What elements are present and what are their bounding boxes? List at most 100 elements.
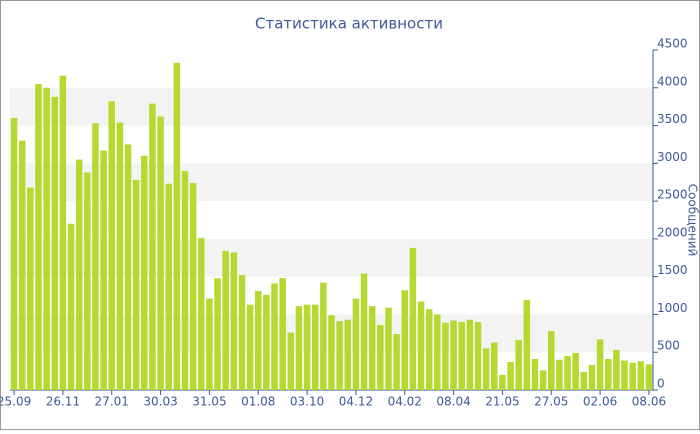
bar [311, 304, 319, 390]
bar [352, 298, 360, 390]
bar [613, 349, 620, 390]
x-tick-label: 27.05 [534, 395, 568, 409]
bar [491, 342, 498, 390]
y-tick-label: 1500 [657, 263, 688, 277]
bar [279, 278, 286, 390]
y-tick-label: 4000 [657, 74, 688, 88]
bar [27, 187, 34, 390]
bar [173, 62, 181, 390]
bar [84, 172, 91, 390]
bar [336, 321, 343, 390]
y-tick-label: 3500 [657, 112, 688, 126]
bar [409, 247, 417, 390]
bar [238, 275, 246, 390]
bar [141, 155, 148, 390]
bar [588, 365, 596, 390]
bar [531, 359, 539, 390]
x-tick-label: 25.09 [0, 395, 31, 409]
bar [629, 362, 636, 390]
bar [116, 122, 124, 391]
bar [604, 359, 612, 390]
bar [59, 75, 67, 390]
y-tick-label: 1000 [657, 301, 688, 315]
bar [165, 183, 172, 390]
bar [51, 96, 59, 390]
bar [556, 359, 563, 390]
x-tick-label: 26.11 [46, 395, 80, 409]
x-tick-label: 30.03 [143, 395, 177, 409]
bar [149, 103, 156, 391]
grid-band [10, 87, 653, 126]
bar [132, 179, 140, 390]
bar [10, 118, 18, 390]
bar [157, 116, 164, 390]
bar [320, 282, 327, 390]
bar [442, 322, 449, 390]
bar [499, 374, 506, 390]
bar [43, 87, 50, 391]
bar [18, 140, 26, 390]
bar [580, 371, 588, 390]
bar [425, 309, 433, 390]
bar [637, 361, 645, 390]
x-tick-label: 21.05 [485, 395, 519, 409]
y-tick-label: 3000 [657, 150, 688, 164]
bar [189, 182, 197, 390]
y-tick-label: 2500 [657, 188, 688, 202]
bar [515, 340, 522, 390]
x-tick-label: 02.06 [583, 395, 617, 409]
bar [482, 348, 490, 390]
y-axis-label: Сообщений [686, 184, 700, 257]
y-tick-label: 500 [657, 339, 680, 353]
bar [328, 315, 335, 390]
bar [263, 294, 270, 390]
bar [214, 278, 221, 390]
bar [645, 364, 653, 390]
bar [303, 304, 311, 390]
bar [35, 84, 42, 390]
bar [108, 101, 115, 390]
bar [222, 250, 229, 390]
bar [124, 144, 132, 390]
bar [458, 322, 465, 390]
bar [75, 159, 83, 390]
bar [417, 301, 425, 390]
bar [230, 252, 238, 390]
x-tick-label: 03.10 [290, 395, 324, 409]
bar [621, 360, 628, 390]
x-tick-label: 04.12 [339, 395, 373, 409]
bar [548, 331, 555, 390]
x-tick-label: 08.06 [632, 395, 666, 409]
y-tick-label: 4500 [657, 37, 688, 51]
x-tick-label: 08.04 [436, 395, 470, 409]
bar [368, 306, 376, 390]
bar [92, 123, 99, 391]
bar [295, 306, 303, 390]
bar [393, 334, 400, 390]
bar [401, 290, 409, 390]
bar [474, 322, 482, 390]
bar [100, 150, 107, 390]
x-tick-label: 27.01 [95, 395, 129, 409]
bar [287, 332, 295, 390]
bar [206, 298, 213, 390]
bar [434, 314, 441, 390]
bar [360, 273, 368, 390]
bar [523, 300, 531, 390]
bar [246, 304, 254, 390]
bar [596, 339, 604, 390]
bar [450, 320, 457, 390]
bar [385, 307, 392, 390]
bar [67, 223, 75, 390]
bar [377, 325, 384, 390]
bar [564, 356, 571, 390]
chart-title: Статистика активности [255, 15, 443, 33]
bar [254, 291, 262, 390]
y-tick-label: 2000 [657, 225, 688, 239]
x-tick-label: 31.05 [192, 395, 226, 409]
bar [466, 319, 474, 390]
bar [572, 352, 579, 390]
x-tick-label: 01.08 [241, 395, 275, 409]
bar [198, 238, 205, 390]
